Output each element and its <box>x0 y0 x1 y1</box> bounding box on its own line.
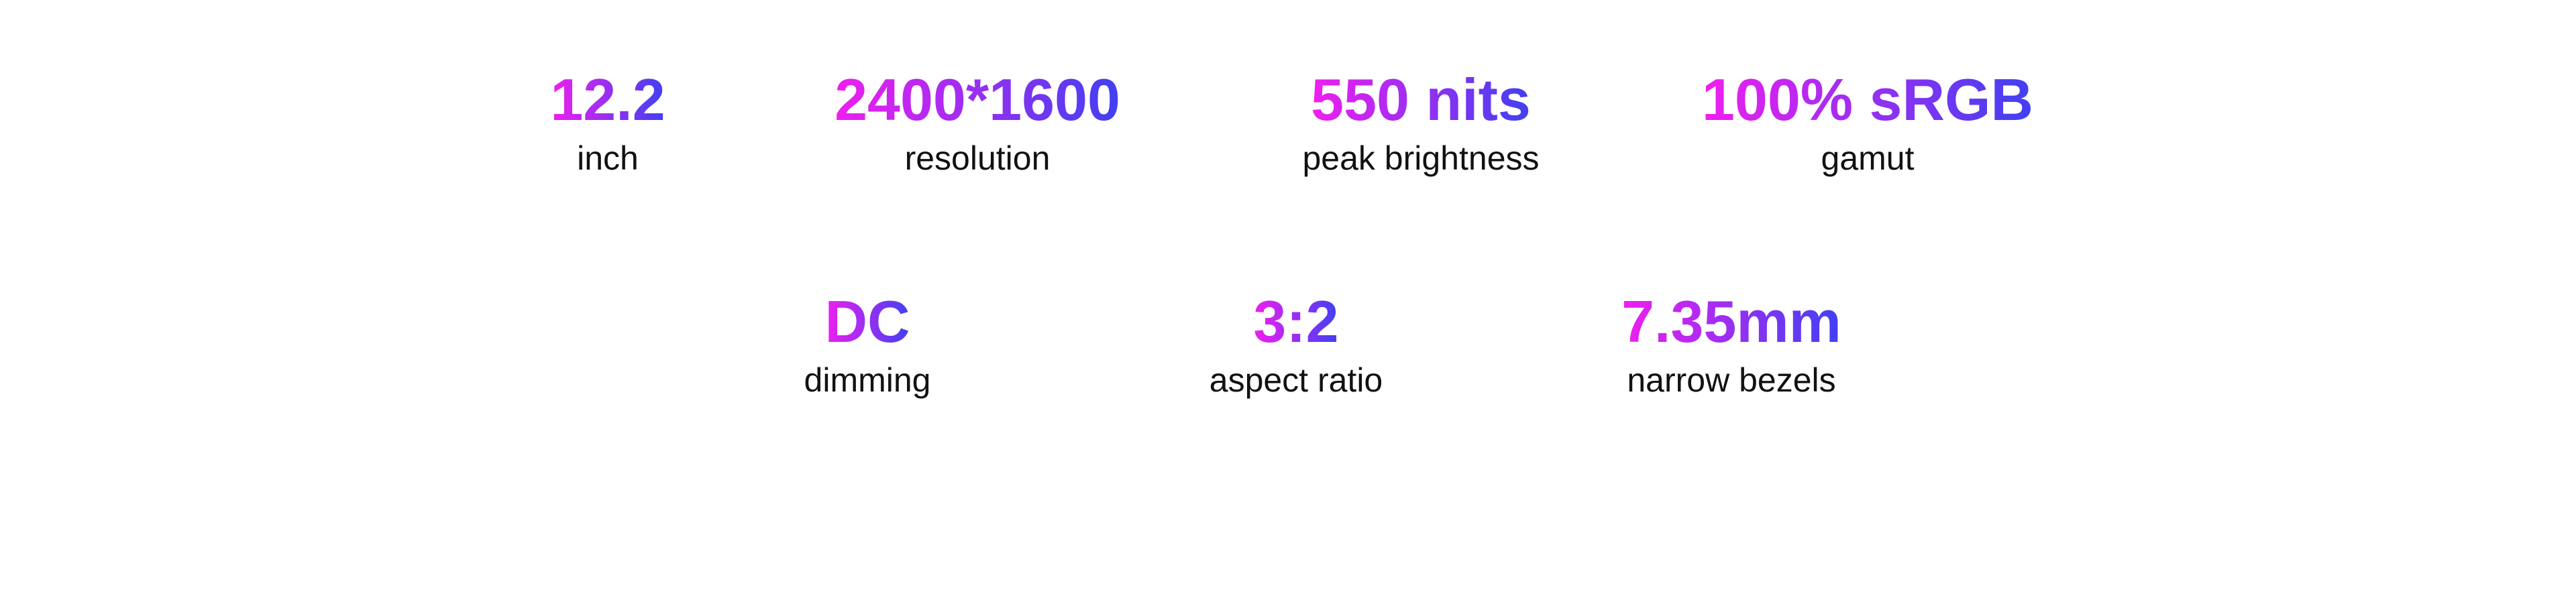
spec-size: 12.2 inch <box>550 66 665 177</box>
spec-gamut: 100% sRGB gamut <box>1701 66 2034 177</box>
spec-dimming: DC dimming <box>804 288 931 399</box>
spec-label: gamut <box>1821 139 1915 177</box>
spec-value: 12.2 <box>550 66 665 133</box>
spec-aspect-ratio: 3:2 aspect ratio <box>1209 288 1383 399</box>
spec-label: dimming <box>804 361 931 399</box>
spec-value: 100% sRGB <box>1701 66 2034 133</box>
spec-label: aspect ratio <box>1209 361 1383 399</box>
spec-value: 7.35mm <box>1621 288 1841 355</box>
spec-label: narrow bezels <box>1627 361 1836 399</box>
spec-label: resolution <box>904 139 1051 177</box>
spec-value: 3:2 <box>1253 288 1339 355</box>
spec-label: peak brightness <box>1302 139 1540 177</box>
spec-brightness: 550 nits peak brightness <box>1302 66 1540 177</box>
spec-value: 2400*1600 <box>835 66 1120 133</box>
spec-resolution: 2400*1600 resolution <box>835 66 1120 177</box>
spec-value: DC <box>824 288 910 355</box>
spec-value: 550 nits <box>1311 66 1531 133</box>
spec-bezels: 7.35mm narrow bezels <box>1621 288 1841 399</box>
spec-label: inch <box>577 139 639 177</box>
